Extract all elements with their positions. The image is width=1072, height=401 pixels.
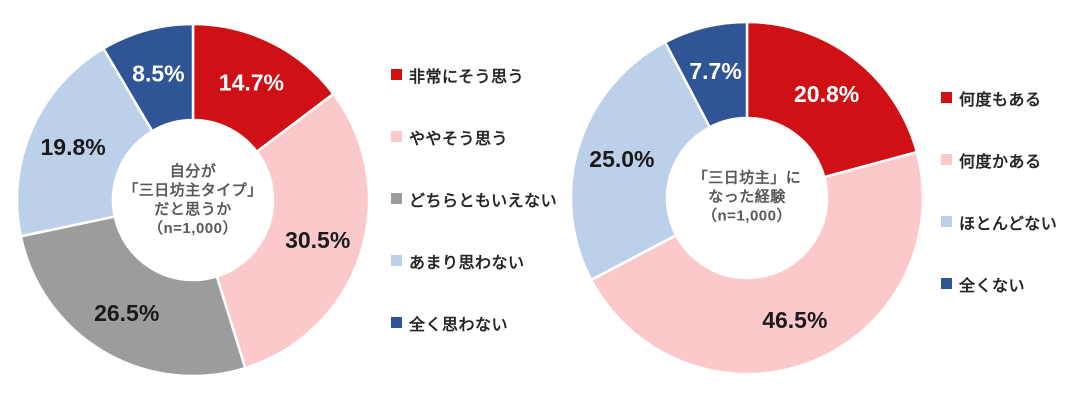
legend-label: 全くない (959, 277, 1026, 295)
segment-value-label: 7.7% (689, 58, 741, 84)
segment-value-label: 30.5% (285, 227, 350, 253)
donut-segment-1-1 (589, 150, 925, 376)
legend-label: ややそう思う (409, 130, 509, 148)
donut-segment-0-2 (19, 215, 247, 378)
segment-value-label: 8.5% (132, 61, 184, 87)
segment-value-label: 19.8% (40, 134, 105, 160)
center-title-line: 「三日坊主」に (692, 169, 802, 187)
legend-swatch-icon (941, 216, 952, 227)
legend-label: 何度かある (959, 153, 1042, 171)
donut-segment-1-0 (745, 20, 919, 179)
center-title-line: 自分が (169, 163, 217, 180)
center-title-line: だと思うか (154, 201, 232, 218)
legend-item: あまり思わない (391, 250, 557, 272)
legend-swatch-icon (941, 278, 952, 289)
left-chart-legend: 非常にそう思う ややそう思うどちらともいえない あまり思わない 全く思わない (391, 64, 558, 334)
segment-value-label: 25.0% (589, 146, 654, 172)
legend-swatch-icon (391, 69, 402, 80)
legend-item: 何度かある (941, 149, 1057, 171)
legend-item: 全くない (941, 273, 1057, 295)
legend-swatch-icon (391, 317, 402, 328)
legend-item: どちらともいえない (391, 188, 558, 210)
legend-swatch-icon (391, 255, 402, 266)
center-title-line: 「三日坊主タイプ」 (123, 182, 263, 199)
left-chart-center-title: 自分が「三日坊主タイプ」 だと思うか （n=1,000） (123, 162, 263, 238)
donut-segment-0-4 (102, 22, 195, 133)
segment-value-label: 14.7% (219, 70, 284, 96)
legend-swatch-icon (391, 131, 402, 142)
center-title-line: （n=1,000） (148, 220, 238, 237)
legend-label: 全く思わない (409, 316, 509, 334)
center-title-line: （n=1,000） (702, 207, 792, 225)
legend-swatch-icon (391, 193, 402, 204)
legend-swatch-icon (941, 92, 952, 103)
legend-label: ほとんどない (959, 215, 1058, 233)
legend-item: 非常にそう思う (391, 64, 557, 86)
donut-segment-1-3 (663, 20, 749, 129)
legend-label: どちらともいえない (409, 192, 558, 210)
donut-segment-0-3 (15, 47, 154, 238)
legend-item: ややそう思う (391, 126, 557, 148)
right-chart-center-title: 「三日坊主」に なった経験 （n=1,000） (693, 169, 802, 226)
right-chart-legend: 何度もある何度かあるほとんどない 全くない (941, 87, 1058, 295)
segment-value-label: 46.5% (762, 307, 827, 333)
donut-segment-1-2 (569, 40, 712, 282)
donut-segment-0-1 (215, 92, 371, 370)
legend-swatch-icon (941, 154, 952, 165)
legend-item: 全く思わない (391, 312, 557, 334)
center-title-line: なった経験 (708, 188, 786, 206)
legend-item: ほとんどない (941, 211, 1058, 233)
segment-value-label: 20.8% (794, 81, 859, 107)
legend-label: 非常にそう思う (409, 68, 525, 86)
legend-label: 何度もある (959, 91, 1042, 109)
legend-item: 何度もある (941, 87, 1057, 109)
segment-value-label: 26.5% (94, 300, 159, 326)
legend-label: あまり思わない (409, 254, 525, 272)
